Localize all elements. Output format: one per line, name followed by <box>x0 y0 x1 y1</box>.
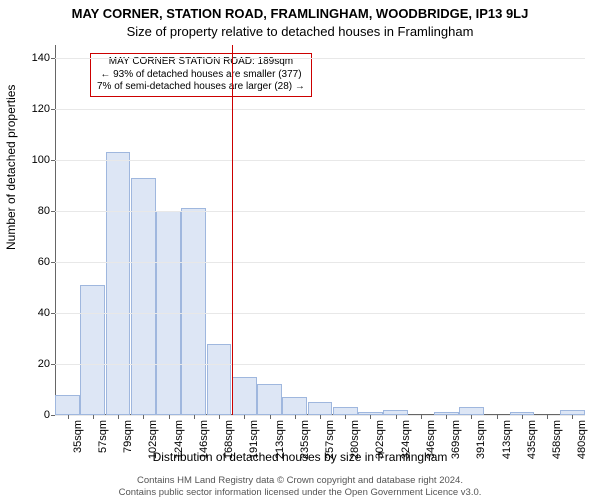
xtick-mark <box>320 415 321 419</box>
xtick-mark <box>244 415 245 419</box>
histogram-bar <box>106 152 131 415</box>
gridline <box>55 211 585 212</box>
xtick-label: 57sqm <box>97 415 109 453</box>
histogram-bar <box>257 384 282 415</box>
gridline <box>55 313 585 314</box>
gridline <box>55 364 585 365</box>
gridline <box>55 262 585 263</box>
ytick-label: 80 <box>38 205 55 217</box>
chart-container: MAY CORNER, STATION ROAD, FRAMLINGHAM, W… <box>0 0 600 500</box>
xtick-mark <box>345 415 346 419</box>
histogram-bar <box>308 402 333 415</box>
xtick-mark <box>68 415 69 419</box>
footer-line2: Contains public sector information licen… <box>0 487 600 498</box>
xtick-label: 35sqm <box>72 415 84 453</box>
histogram-bar <box>131 178 156 415</box>
histogram-bar <box>207 344 232 415</box>
gridline <box>55 109 585 110</box>
plot-area: MAY CORNER STATION ROAD: 189sqm ← 93% of… <box>55 45 585 415</box>
x-axis-label: Distribution of detached houses by size … <box>0 450 600 464</box>
xtick-mark <box>370 415 371 419</box>
annotation-line3: 7% of semi-detached houses are larger (2… <box>97 81 305 94</box>
xtick-mark <box>547 415 548 419</box>
xtick-mark <box>270 415 271 419</box>
xtick-mark <box>572 415 573 419</box>
xtick-label: 79sqm <box>122 415 134 453</box>
xtick-mark <box>295 415 296 419</box>
chart-title-line1: MAY CORNER, STATION ROAD, FRAMLINGHAM, W… <box>0 6 600 21</box>
ytick-label: 0 <box>44 409 55 421</box>
xtick-mark <box>169 415 170 419</box>
xtick-mark <box>396 415 397 419</box>
footer-line1: Contains HM Land Registry data © Crown c… <box>0 475 600 486</box>
xtick-mark <box>143 415 144 419</box>
ytick-label: 60 <box>38 256 55 268</box>
xtick-mark <box>471 415 472 419</box>
xtick-mark <box>219 415 220 419</box>
ytick-label: 100 <box>32 154 55 166</box>
xtick-mark <box>194 415 195 419</box>
annotation-box: MAY CORNER STATION ROAD: 189sqm ← 93% of… <box>90 53 312 97</box>
y-axis-label: Number of detached properties <box>4 85 18 250</box>
histogram-bar <box>55 395 80 415</box>
chart-title-line2: Size of property relative to detached ho… <box>0 24 600 39</box>
histogram-bar <box>181 208 206 415</box>
xtick-mark <box>446 415 447 419</box>
marker-line <box>232 45 233 415</box>
annotation-line2: ← 93% of detached houses are smaller (37… <box>97 69 305 82</box>
bars-layer <box>55 45 585 415</box>
ytick-label: 20 <box>38 358 55 370</box>
histogram-bar <box>80 285 105 415</box>
xtick-mark <box>522 415 523 419</box>
ytick-label: 120 <box>32 103 55 115</box>
ytick-label: 140 <box>32 52 55 64</box>
ytick-label: 40 <box>38 307 55 319</box>
footer-attribution: Contains HM Land Registry data © Crown c… <box>0 475 600 498</box>
gridline <box>55 160 585 161</box>
xtick-mark <box>118 415 119 419</box>
histogram-bar <box>333 407 358 415</box>
xtick-mark <box>421 415 422 419</box>
gridline <box>55 58 585 59</box>
histogram-bar <box>232 377 257 415</box>
histogram-bar <box>459 407 484 415</box>
xtick-mark <box>497 415 498 419</box>
xtick-mark <box>93 415 94 419</box>
histogram-bar <box>282 397 307 415</box>
